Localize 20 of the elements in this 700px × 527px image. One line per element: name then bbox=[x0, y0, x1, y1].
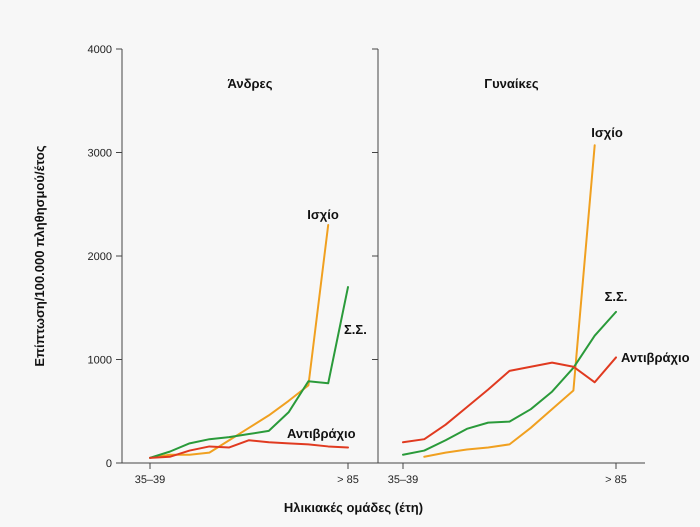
line-series bbox=[149, 439, 349, 459]
x-tick-label: 35–39 bbox=[388, 474, 418, 486]
y-tick-label: 2000 bbox=[88, 250, 112, 263]
series-label: Ισχίο bbox=[591, 125, 623, 140]
x-axis-title: Ηλικιακές ομάδες (έτη) bbox=[284, 500, 424, 515]
series-label: Σ.Σ. bbox=[604, 289, 628, 304]
x-tick-label: 35–39 bbox=[134, 474, 166, 486]
series-label: Ισχίο bbox=[307, 207, 339, 222]
text: Άνδρες bbox=[228, 76, 273, 91]
series-label: Αντιβράχιο bbox=[621, 350, 690, 365]
x-tick-label: > 85 bbox=[337, 474, 359, 486]
y-tick-label: 0 bbox=[106, 458, 112, 470]
y-axis-title: Επίπτωση/100.000 πληθησμού/έτος bbox=[32, 145, 47, 367]
series-label: Αντιβράχιο bbox=[287, 426, 356, 441]
x-tick-label: > 85 bbox=[605, 474, 627, 486]
y-tick-label: 1000 bbox=[88, 354, 112, 366]
series-label: Σ.Σ. bbox=[344, 322, 367, 337]
text: Γυναίκες bbox=[484, 76, 539, 91]
y-tick-label: 3000 bbox=[88, 147, 112, 160]
y-tick-label: 4000 bbox=[88, 44, 112, 56]
